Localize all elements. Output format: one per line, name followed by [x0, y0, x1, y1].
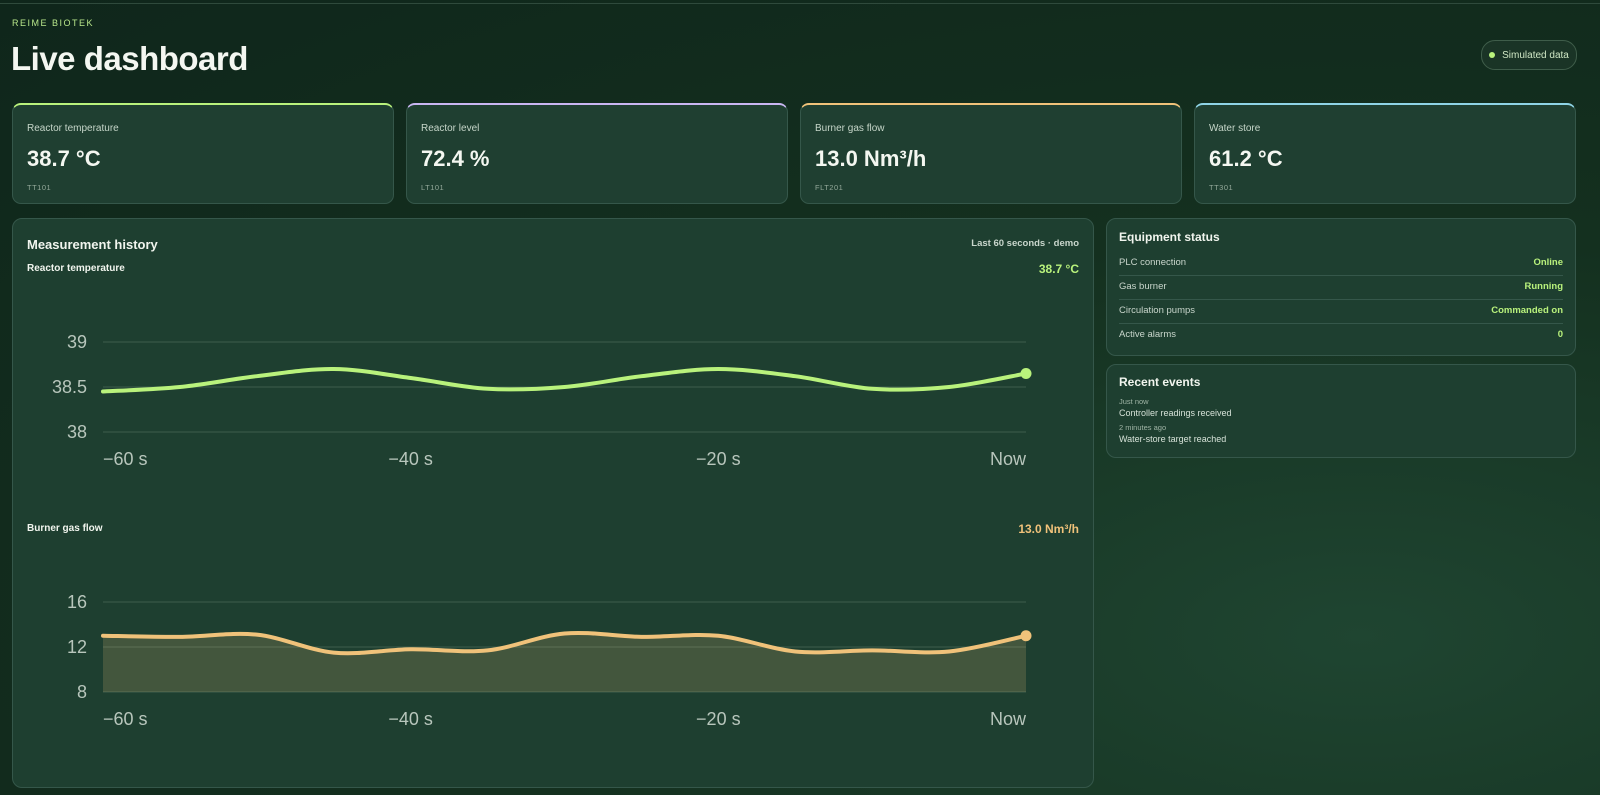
measurement-history-panel: Measurement history Last 60 seconds · de…: [12, 218, 1094, 788]
badge-label: Simulated data: [1502, 49, 1569, 61]
kpi-label: Reactor temperature: [27, 123, 119, 134]
history-title: Measurement history: [27, 237, 158, 252]
x-tick-label: −40 s: [388, 449, 433, 469]
chart-current-value-burner-gas-flow: 13.0 Nm³/h: [1018, 522, 1079, 536]
kpi-value: 38.7 °C: [27, 146, 101, 171]
burner-gas-flow-chart: 16 12 8 −60 s −40 s −20 s Now: [67, 592, 1032, 729]
y-tick-label: 16: [67, 592, 87, 612]
series-area: [103, 632, 1026, 692]
equipment-row-label: PLC connection: [1119, 257, 1187, 268]
kpi-tag: TT301: [1209, 183, 1234, 192]
x-tick-label: Now: [990, 709, 1027, 729]
equipment-row-value: Commanded on: [1491, 305, 1563, 316]
equipment-row-plc-connection: PLC connection Online: [1119, 251, 1563, 276]
equipment-status-panel: Equipment status PLC connection Online G…: [1106, 218, 1576, 356]
recent-events-panel: Recent events Just now Controller readin…: [1106, 364, 1576, 458]
status-dot-icon: [1489, 52, 1496, 58]
kpi-tag: LT101: [421, 183, 445, 192]
reactor-temperature-chart: 39 38.5 38 −60 s −40 s −20 s Now: [52, 332, 1032, 469]
latest-point: [1020, 368, 1032, 379]
chart-title-burner-gas-flow: Burner gas flow: [27, 523, 103, 534]
chart-current-value-reactor-temperature: 38.7 °C: [1038, 262, 1079, 276]
events-title: Recent events: [1119, 375, 1201, 389]
top-divider: [0, 3, 1600, 4]
x-tick-label: −20 s: [696, 449, 741, 469]
page-title: Live dashboard: [11, 40, 248, 77]
equipment-row-value: Online: [1533, 257, 1563, 268]
kpi-label: Burner gas flow: [815, 123, 885, 134]
kpi-label: Water store: [1209, 123, 1261, 134]
equipment-row-gas-burner: Gas burner Running: [1119, 275, 1563, 300]
y-tick-label: 38.5: [52, 377, 87, 397]
equipment-title: Equipment status: [1119, 230, 1220, 244]
y-tick-label: 38: [67, 422, 87, 442]
equipment-row-value: 0: [1557, 329, 1563, 340]
y-tick-label: 8: [77, 682, 87, 702]
equipment-row-active-alarms: Active alarms 0: [1119, 323, 1563, 347]
event-text: Controller readings received: [1119, 408, 1232, 418]
kpi-value: 61.2 °C: [1209, 146, 1283, 171]
kpi-card-reactor-level: Reactor level 72.4 % LT101: [406, 103, 788, 204]
event-text: Water-store target reached: [1119, 434, 1227, 444]
x-tick-label: −40 s: [388, 709, 433, 729]
equipment-row-label: Gas burner: [1119, 281, 1167, 292]
kpi-tag: FLT201: [815, 183, 844, 192]
kpi-value: 72.4 %: [421, 146, 490, 171]
x-tick-label: −60 s: [103, 709, 148, 729]
history-range-note: Last 60 seconds · demo: [971, 238, 1079, 249]
equipment-row-label: Circulation pumps: [1119, 305, 1196, 316]
x-tick-label: Now: [990, 449, 1027, 469]
equipment-row-label: Active alarms: [1119, 329, 1177, 340]
kpi-card-burner-gas-flow: Burner gas flow 13.0 Nm³/h FLT201: [800, 103, 1182, 204]
event-time: 2 minutes ago: [1119, 423, 1167, 432]
kpi-value: 13.0 Nm³/h: [815, 146, 927, 171]
latest-point: [1020, 630, 1032, 642]
kpi-card-reactor-temperature: Reactor temperature 38.7 °C TT101: [12, 103, 394, 204]
simulated-data-badge[interactable]: Simulated data: [1481, 40, 1577, 70]
equipment-row-circulation-pumps: Circulation pumps Commanded on: [1119, 299, 1563, 324]
event-time: Just now: [1119, 397, 1149, 406]
series-line: [101, 630, 1028, 656]
series-line: [101, 366, 1028, 394]
x-tick-label: −20 s: [696, 709, 741, 729]
y-tick-label: 12: [67, 637, 87, 657]
x-tick-label: −60 s: [103, 449, 148, 469]
kpi-label: Reactor level: [421, 123, 480, 134]
chart-title-reactor-temperature: Reactor temperature: [27, 263, 125, 274]
equipment-row-value: Running: [1524, 281, 1563, 292]
kpi-tag: TT101: [27, 183, 52, 192]
y-tick-label: 39: [67, 332, 87, 352]
kpi-card-water-store: Water store 61.2 °C TT301: [1194, 103, 1576, 204]
brand-label: REIME BIOTEK: [12, 18, 95, 28]
